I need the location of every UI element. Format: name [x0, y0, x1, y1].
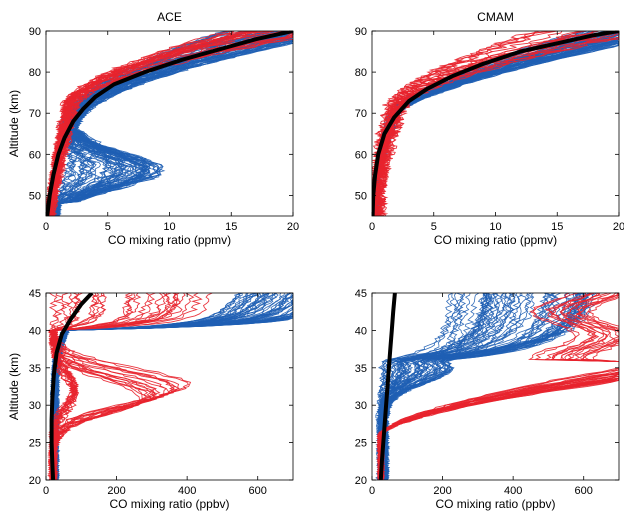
y-tick-label: 45 — [29, 288, 41, 300]
mean-profile-line — [372, 31, 619, 216]
red-profile-14 — [372, 31, 586, 216]
x-tick-label: 0 — [43, 485, 49, 497]
x-axis-label: CO mixing ratio (ppmv) — [434, 233, 557, 247]
x-tick-label: 15 — [225, 221, 237, 233]
x-tick-label: 600 — [575, 485, 593, 497]
x-tick-label: 600 — [249, 485, 267, 497]
y-axis-label: Altitude (km) — [7, 353, 21, 420]
profiles — [372, 31, 619, 216]
x-tick-label: 200 — [433, 485, 451, 497]
panel-title: CMAM — [477, 10, 514, 24]
x-tick-label: 200 — [107, 485, 125, 497]
x-tick-label: 400 — [178, 485, 196, 497]
blue-profile-56 — [375, 293, 459, 480]
mean-profile-line — [49, 293, 94, 480]
blue-profile-64 — [51, 31, 293, 216]
x-tick-label: 400 — [504, 485, 522, 497]
profiles — [375, 293, 619, 480]
y-tick-label: 80 — [355, 67, 367, 79]
panel-1: 0 5 10 15 20 50 60 70 80 90 CO mixing ratio (ppmv)… — [7, 10, 299, 247]
panel-title: ACE — [157, 10, 182, 24]
y-tick-label: 50 — [355, 190, 367, 202]
y-tick-label: 20 — [29, 475, 41, 487]
panel-4: 0 200 400 600 20 25 30 35 40 45 CO mixing ratio (p… — [355, 288, 620, 511]
red-profile-27 — [376, 293, 619, 480]
axes-frame — [45, 292, 294, 481]
blue-profile-67 — [378, 293, 534, 480]
y-tick-label: 90 — [29, 26, 41, 38]
x-tick-label: 15 — [551, 221, 563, 233]
profiles — [46, 31, 293, 216]
red-profile-27 — [47, 293, 167, 480]
y-tick-label: 40 — [355, 325, 367, 337]
y-tick-label: 25 — [29, 438, 41, 450]
y-tick-label: 40 — [29, 325, 41, 337]
profiles — [47, 293, 293, 480]
x-axis-label: CO mixing ratio (ppbv) — [435, 497, 555, 511]
y-tick-label: 35 — [29, 363, 41, 375]
x-tick-label: 5 — [431, 221, 437, 233]
x-axis-label: CO mixing ratio (ppbv) — [109, 497, 229, 511]
y-tick-label: 20 — [355, 475, 367, 487]
y-axis-label: Altitude (km) — [7, 90, 21, 157]
x-tick-label: 10 — [163, 221, 175, 233]
blue-profile-56 — [53, 31, 293, 216]
panel-2: 0 5 10 15 20 50 60 70 80 90 CO mixing ratio (ppmv)… — [355, 10, 624, 247]
y-tick-label: 60 — [29, 149, 41, 161]
y-tick-label: 35 — [355, 363, 367, 375]
y-tick-label: 30 — [355, 400, 367, 412]
axes-frame — [371, 292, 620, 481]
x-tick-label: 20 — [287, 221, 299, 233]
y-tick-label: 30 — [29, 400, 41, 412]
y-tick-label: 45 — [355, 288, 367, 300]
x-tick-label: 0 — [43, 221, 49, 233]
y-tick-label: 70 — [355, 108, 367, 120]
y-tick-label: 50 — [29, 190, 41, 202]
x-tick-label: 20 — [613, 221, 624, 233]
mean-profile-line — [46, 31, 293, 216]
y-tick-label: 90 — [355, 26, 367, 38]
y-tick-label: 80 — [29, 67, 41, 79]
mean-profile-line — [378, 293, 397, 480]
x-tick-label: 0 — [369, 221, 375, 233]
red-profile-29 — [47, 293, 156, 480]
x-tick-label: 5 — [105, 221, 111, 233]
x-axis-label: CO mixing ratio (ppmv) — [108, 233, 231, 247]
red-profile-13 — [48, 293, 77, 480]
y-tick-label: 60 — [355, 149, 367, 161]
red-profile-25 — [47, 293, 158, 480]
y-tick-label: 25 — [355, 438, 367, 450]
red-profile-17 — [372, 31, 536, 216]
blue-profile-66 — [381, 293, 590, 480]
panel-3: 0 200 400 600 20 25 30 35 40 45 CO mixing ratio (p… — [7, 288, 294, 511]
y-tick-label: 70 — [29, 108, 41, 120]
x-tick-label: 10 — [489, 221, 501, 233]
x-tick-label: 0 — [369, 485, 375, 497]
blue-profile-50 — [381, 293, 590, 480]
